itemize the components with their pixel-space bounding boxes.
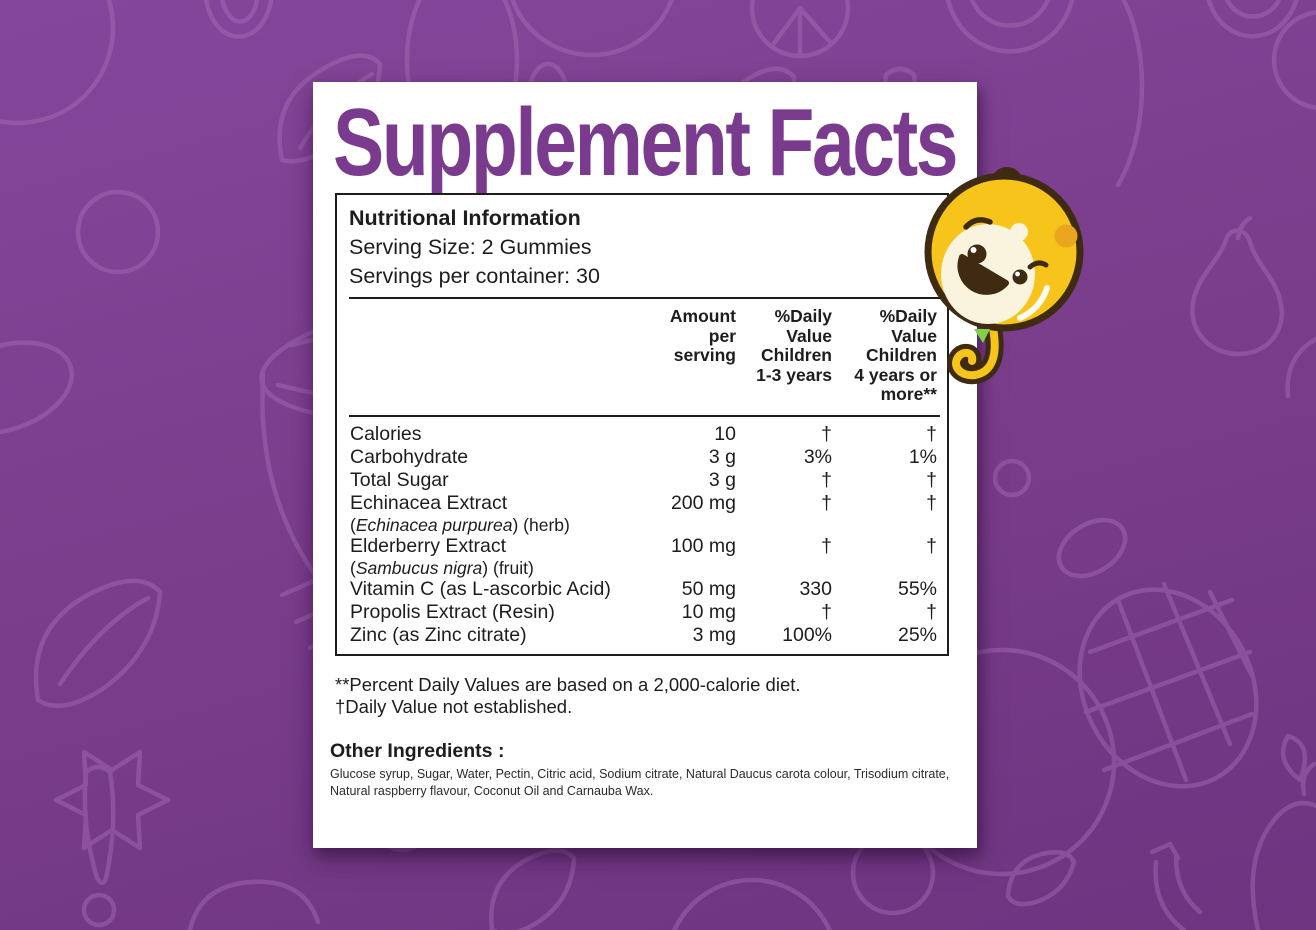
mascot-shine [1017,285,1050,321]
nutrition-rows: Calories 10 † † Carbohydrate 3 g 3% 1% Total Sug… [349,417,940,647]
daily-value-children-1-3-value: 3% [803,445,832,468]
daily-value-children-4-plus-value: † [926,600,937,623]
mascot-mouth [957,254,1009,295]
amount-per-serving-value: 100 mg [670,534,736,557]
amount-per-serving-value: 200 mg [670,491,736,514]
daily-value-children-4-plus-value: † [926,422,937,445]
other-ingredients-label: Other Ingredients : [330,740,505,762]
amount-per-serving-value: 10 [714,422,736,445]
column-header-daily-value-children-1-3: %Daily Value Children 1-3 years [756,306,832,385]
daily-value-children-4-plus-value: † [926,468,937,491]
footnotes: **Percent Daily Values are based on a 2,… [335,674,801,717]
table-header-row: Amount per serving %Daily Value Children… [349,299,940,417]
nutrient-name: Carbohydrate [350,445,469,468]
daily-value-children-4-plus-value: 25% [897,623,937,646]
table-row: Propolis Extract (Resin) 10 mg † † [349,601,940,624]
daily-value-children-1-3-value: † [821,600,832,623]
table-row: Carbohydrate 3 g 3% 1% [349,446,940,469]
mascot-right-eyebrow [1027,260,1049,270]
mascot-arm [947,319,1004,385]
amount-per-serving-value: 3 g [708,468,736,491]
table-row: Calories 10 † † [349,423,940,446]
nutrient-latin-name: (Sambucus nigra) (fruit) [350,557,534,578]
supplement-facts-card: Supplement Facts Nutritional Information… [313,82,977,848]
amount-per-serving-value: 10 mg [681,600,736,623]
daily-value-children-4-plus-value: † [926,534,937,557]
daily-value-children-4-plus-value: 1% [908,445,937,468]
mascot-left-eyebrow [963,217,993,230]
daily-value-children-1-3-value: 330 [799,577,832,600]
daily-value-children-1-3-value: † [821,468,832,491]
amount-per-serving-value: 3 g [708,445,736,468]
mascot-face [941,217,1049,324]
daily-value-children-4-plus-value: 55% [897,577,937,600]
serving-size: Serving Size: 2 Gummies [349,235,592,259]
nutrient-name: Elderberry Extract (Sambucus nigra) (frui… [350,535,646,578]
other-ingredients-text: Glucose syrup, Sugar, Water, Pectin, Cit… [330,767,950,798]
mascot-right-eye [1012,269,1028,285]
nutrient-name: Total Sugar [350,468,449,491]
daily-value-children-4-plus-value: † [926,491,937,514]
gummy-mascot [924,167,1084,385]
column-header-amount-per-serving: Amount per serving [669,306,736,365]
daily-value-children-1-3-value: † [821,534,832,557]
nutrition-facts-box: Nutritional Information Serving Size: 2 … [335,193,949,656]
amount-per-serving-value: 3 mg [692,623,736,646]
column-header-empty [350,299,646,415]
amount-per-serving-value: 50 mg [681,577,736,600]
nutrient-name: Propolis Extract (Resin) [350,600,555,623]
daily-value-children-1-3-value: 100% [782,623,832,646]
daily-value-children-1-3-value: † [821,422,832,445]
table-row: Zinc (as Zinc citrate) 3 mg 100% 25% [349,624,940,647]
page-title: Supplement Facts [333,89,958,196]
mascot-leaf-icon [974,329,990,343]
footnote-daily-values: **Percent Daily Values are based on a 2,… [335,674,801,695]
nutrient-latin-name: (Echinacea purpurea) (herb) [350,514,570,535]
footnote-dagger: †Daily Value not established. [335,695,573,717]
table-row: Echinacea Extract (Echinacea purpurea) (h… [349,492,940,535]
servings-per-container: Servings per container: 30 [349,264,600,288]
nutrient-name: Calories [350,422,422,445]
column-header-daily-value-children-4-plus: %Daily Value Children 4 years or more** [854,306,937,404]
table-row: Vitamin C (as L-ascorbic Acid) 50 mg 330 55… [349,578,940,601]
nutrient-name: Vitamin C (as L-ascorbic Acid) [350,577,611,600]
mascot-ear-side-icon [1054,224,1078,248]
serving-info: Nutritional Information Serving Size: 2 … [349,195,940,299]
nutritional-information-heading: Nutritional Information [349,206,581,230]
nutrient-name: Echinacea Extract (Echinacea purpurea) (h… [350,492,646,535]
nutrient-name: Zinc (as Zinc citrate) [350,623,527,646]
daily-value-children-1-3-value: † [821,491,832,514]
table-row: Elderberry Extract (Sambucus nigra) (frui… [349,535,940,578]
table-row: Total Sugar 3 g † † [349,469,940,492]
